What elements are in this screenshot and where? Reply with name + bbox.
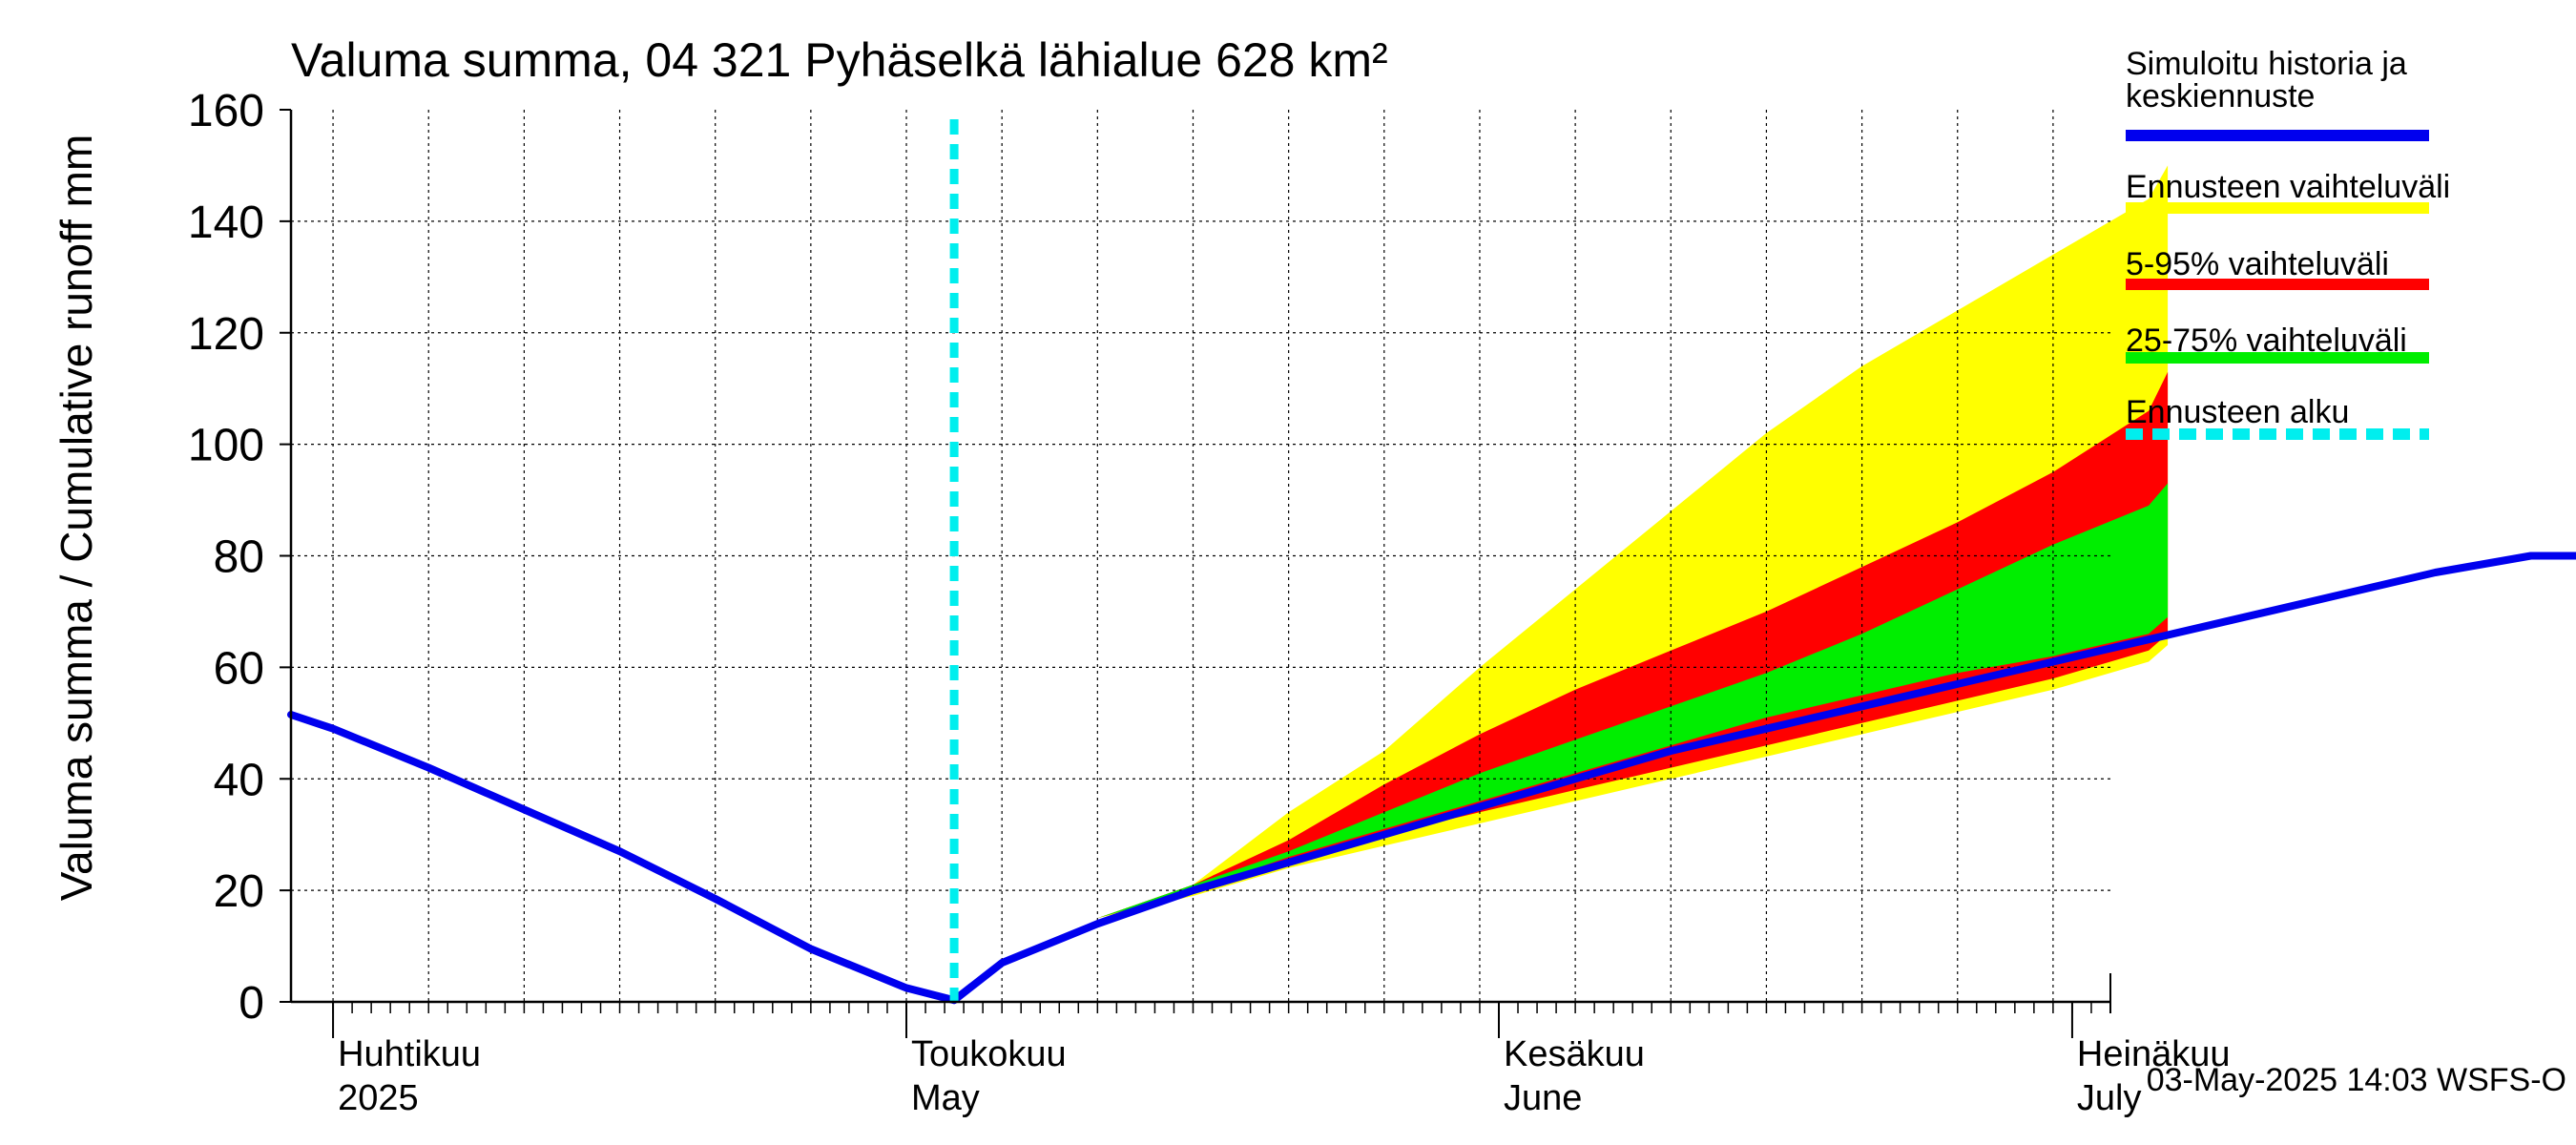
forecast-bands [954,165,2169,1001]
legend-item: 5-95% vaihteluväli [2126,246,2429,290]
band-5-95 [954,371,2169,1001]
y-tick-label: 120 [188,309,264,360]
x-month-label-en: June [1504,1078,1582,1118]
footer-timestamp: 03-May-2025 14:03 WSFS-O [2147,1062,2566,1098]
y-tick-label: 20 [214,866,264,917]
legend-item: Ennusteen alku [2126,394,2429,440]
median-forecast-line [950,552,2576,1005]
x-month-label-fi: Heinäkuu [2077,1034,2231,1074]
legend-label: Ennusteen alku [2126,394,2349,430]
x-month-label-en: 2025 [338,1078,419,1118]
chart-title: Valuma summa, 04 321 Pyhäselkä lähialue … [291,33,1388,87]
forecast-range-band [954,165,2169,1001]
x-month-label-fi: Huhtikuu [338,1034,481,1074]
y-axis-label: Valuma summa / Cumulative runoff mm [52,135,101,902]
y-tick-label: 80 [214,532,264,583]
series-lines [287,119,2576,1005]
history-line [287,711,959,1005]
x-month-label-fi: Toukokuu [911,1034,1067,1074]
y-tick-label: 0 [239,978,264,1029]
y-tick-label: 160 [188,86,264,136]
x-month-label-fi: Kesäkuu [1504,1034,1645,1074]
x-month-label-en: July [2077,1078,2142,1118]
legend-label: Simuloitu historia ja [2126,46,2407,82]
legend-label: Ennusteen vaihteluväli [2126,169,2450,205]
grid [291,110,2110,1002]
y-tick-label: 100 [188,421,264,471]
legend-label: 5-95% vaihteluväli [2126,246,2389,282]
y-tick-label: 140 [188,198,264,248]
legend-label-line2: keskiennuste [2126,78,2315,114]
x-month-label-en: May [911,1078,980,1118]
legend-item: Ennusteen vaihteluväli [2126,169,2450,214]
legend-item: 25-75% vaihteluväli [2126,323,2429,364]
y-tick-label: 60 [214,643,264,694]
y-tick-label: 40 [214,755,264,805]
